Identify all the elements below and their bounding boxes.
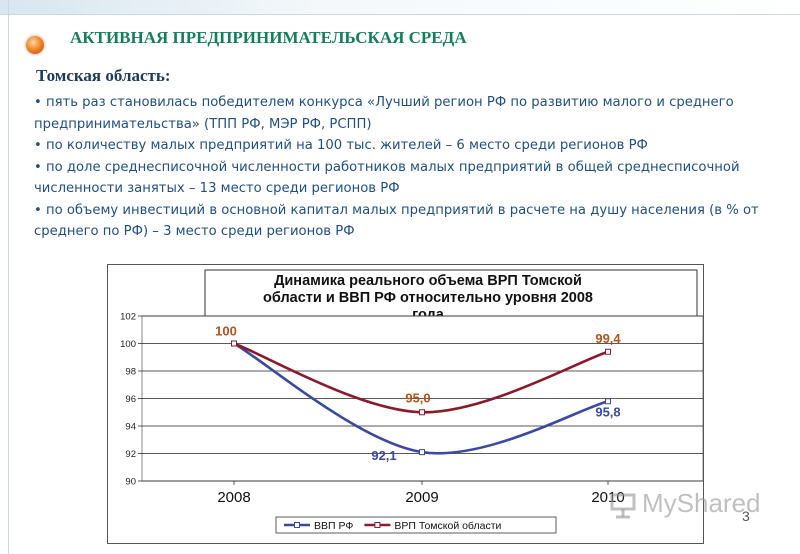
data-point — [419, 449, 425, 456]
x-tick-label: 2008 — [217, 489, 250, 506]
legend-label: ВВП РФ — [314, 520, 353, 532]
legend-label: ВРП Томской области — [394, 520, 501, 532]
data-label: 100 — [215, 324, 237, 339]
list-item: • по доле среднесписочной численности ра… — [34, 159, 740, 197]
chart-series — [231, 340, 611, 456]
data-point — [605, 348, 611, 355]
line-chart: Динамика реального объема ВРП Томскойобл… — [120, 269, 704, 534]
top-decoration-band — [0, 0, 800, 14]
data-point — [605, 398, 611, 405]
y-tick-label: 100 — [120, 339, 136, 350]
watermark-text: MyShared — [642, 488, 761, 518]
list-item: • по количеству малых предприятий на 100… — [34, 138, 648, 153]
presentation-board-icon — [610, 493, 636, 518]
y-tick-label: 92 — [125, 449, 136, 460]
top-decoration-line — [0, 14, 800, 15]
data-labels: 92,1 95,8 100 95,0 99,4 — [215, 324, 621, 464]
slide-title: АКТИВНАЯ ПРЕДПРИНИМАТЕЛЬСКАЯ СРЕДА — [70, 28, 467, 47]
chart-title: Динамика реального объема ВРП Томскойобл… — [204, 269, 698, 325]
region-subtitle: Томская область: — [36, 66, 171, 85]
y-tick-label: 98 — [125, 367, 136, 378]
achievement-list: • пять раз становилась победителем конку… — [34, 92, 794, 243]
data-label: 95,0 — [405, 390, 430, 405]
y-tick-label: 90 — [125, 477, 136, 488]
y-tick-label: 94 — [125, 422, 136, 433]
chart-title-box — [204, 269, 698, 325]
x-tick-label: 2009 — [405, 489, 438, 506]
y-axis-ticks: 102 100 98 96 94 92 90 — [120, 312, 142, 488]
chart-container: Динамика реального объема ВРП Томской обл… — [107, 264, 704, 544]
left-decoration-line — [8, 0, 9, 554]
orange-orb-icon — [26, 36, 44, 54]
data-label: 95,8 — [595, 404, 620, 419]
watermark: MyShared — [608, 488, 761, 519]
data-point — [419, 409, 425, 416]
y-tick-label: 96 — [125, 394, 136, 405]
data-label: 92,1 — [371, 448, 396, 463]
legend-marker — [374, 522, 381, 528]
legend-box — [275, 516, 557, 534]
slide-number: 3 — [742, 508, 750, 524]
list-item: • по объему инвестиций в основной капита… — [34, 202, 759, 240]
y-tick-label: 102 — [120, 312, 136, 323]
data-label: 99,4 — [595, 331, 621, 346]
chart-title-line: области и ВВП РФ относительно уровня 200… — [263, 290, 593, 306]
data-point — [231, 340, 237, 347]
legend-marker — [294, 522, 300, 528]
chart-legend: ВВП РФ ВРП Томской области — [275, 516, 557, 534]
list-item: • пять раз становилась победителем конку… — [34, 95, 734, 132]
chart-title-line: Динамика реального объема ВРП Томской — [274, 273, 582, 289]
x-axis-ticks: 2008 2009 2010 — [217, 481, 625, 506]
